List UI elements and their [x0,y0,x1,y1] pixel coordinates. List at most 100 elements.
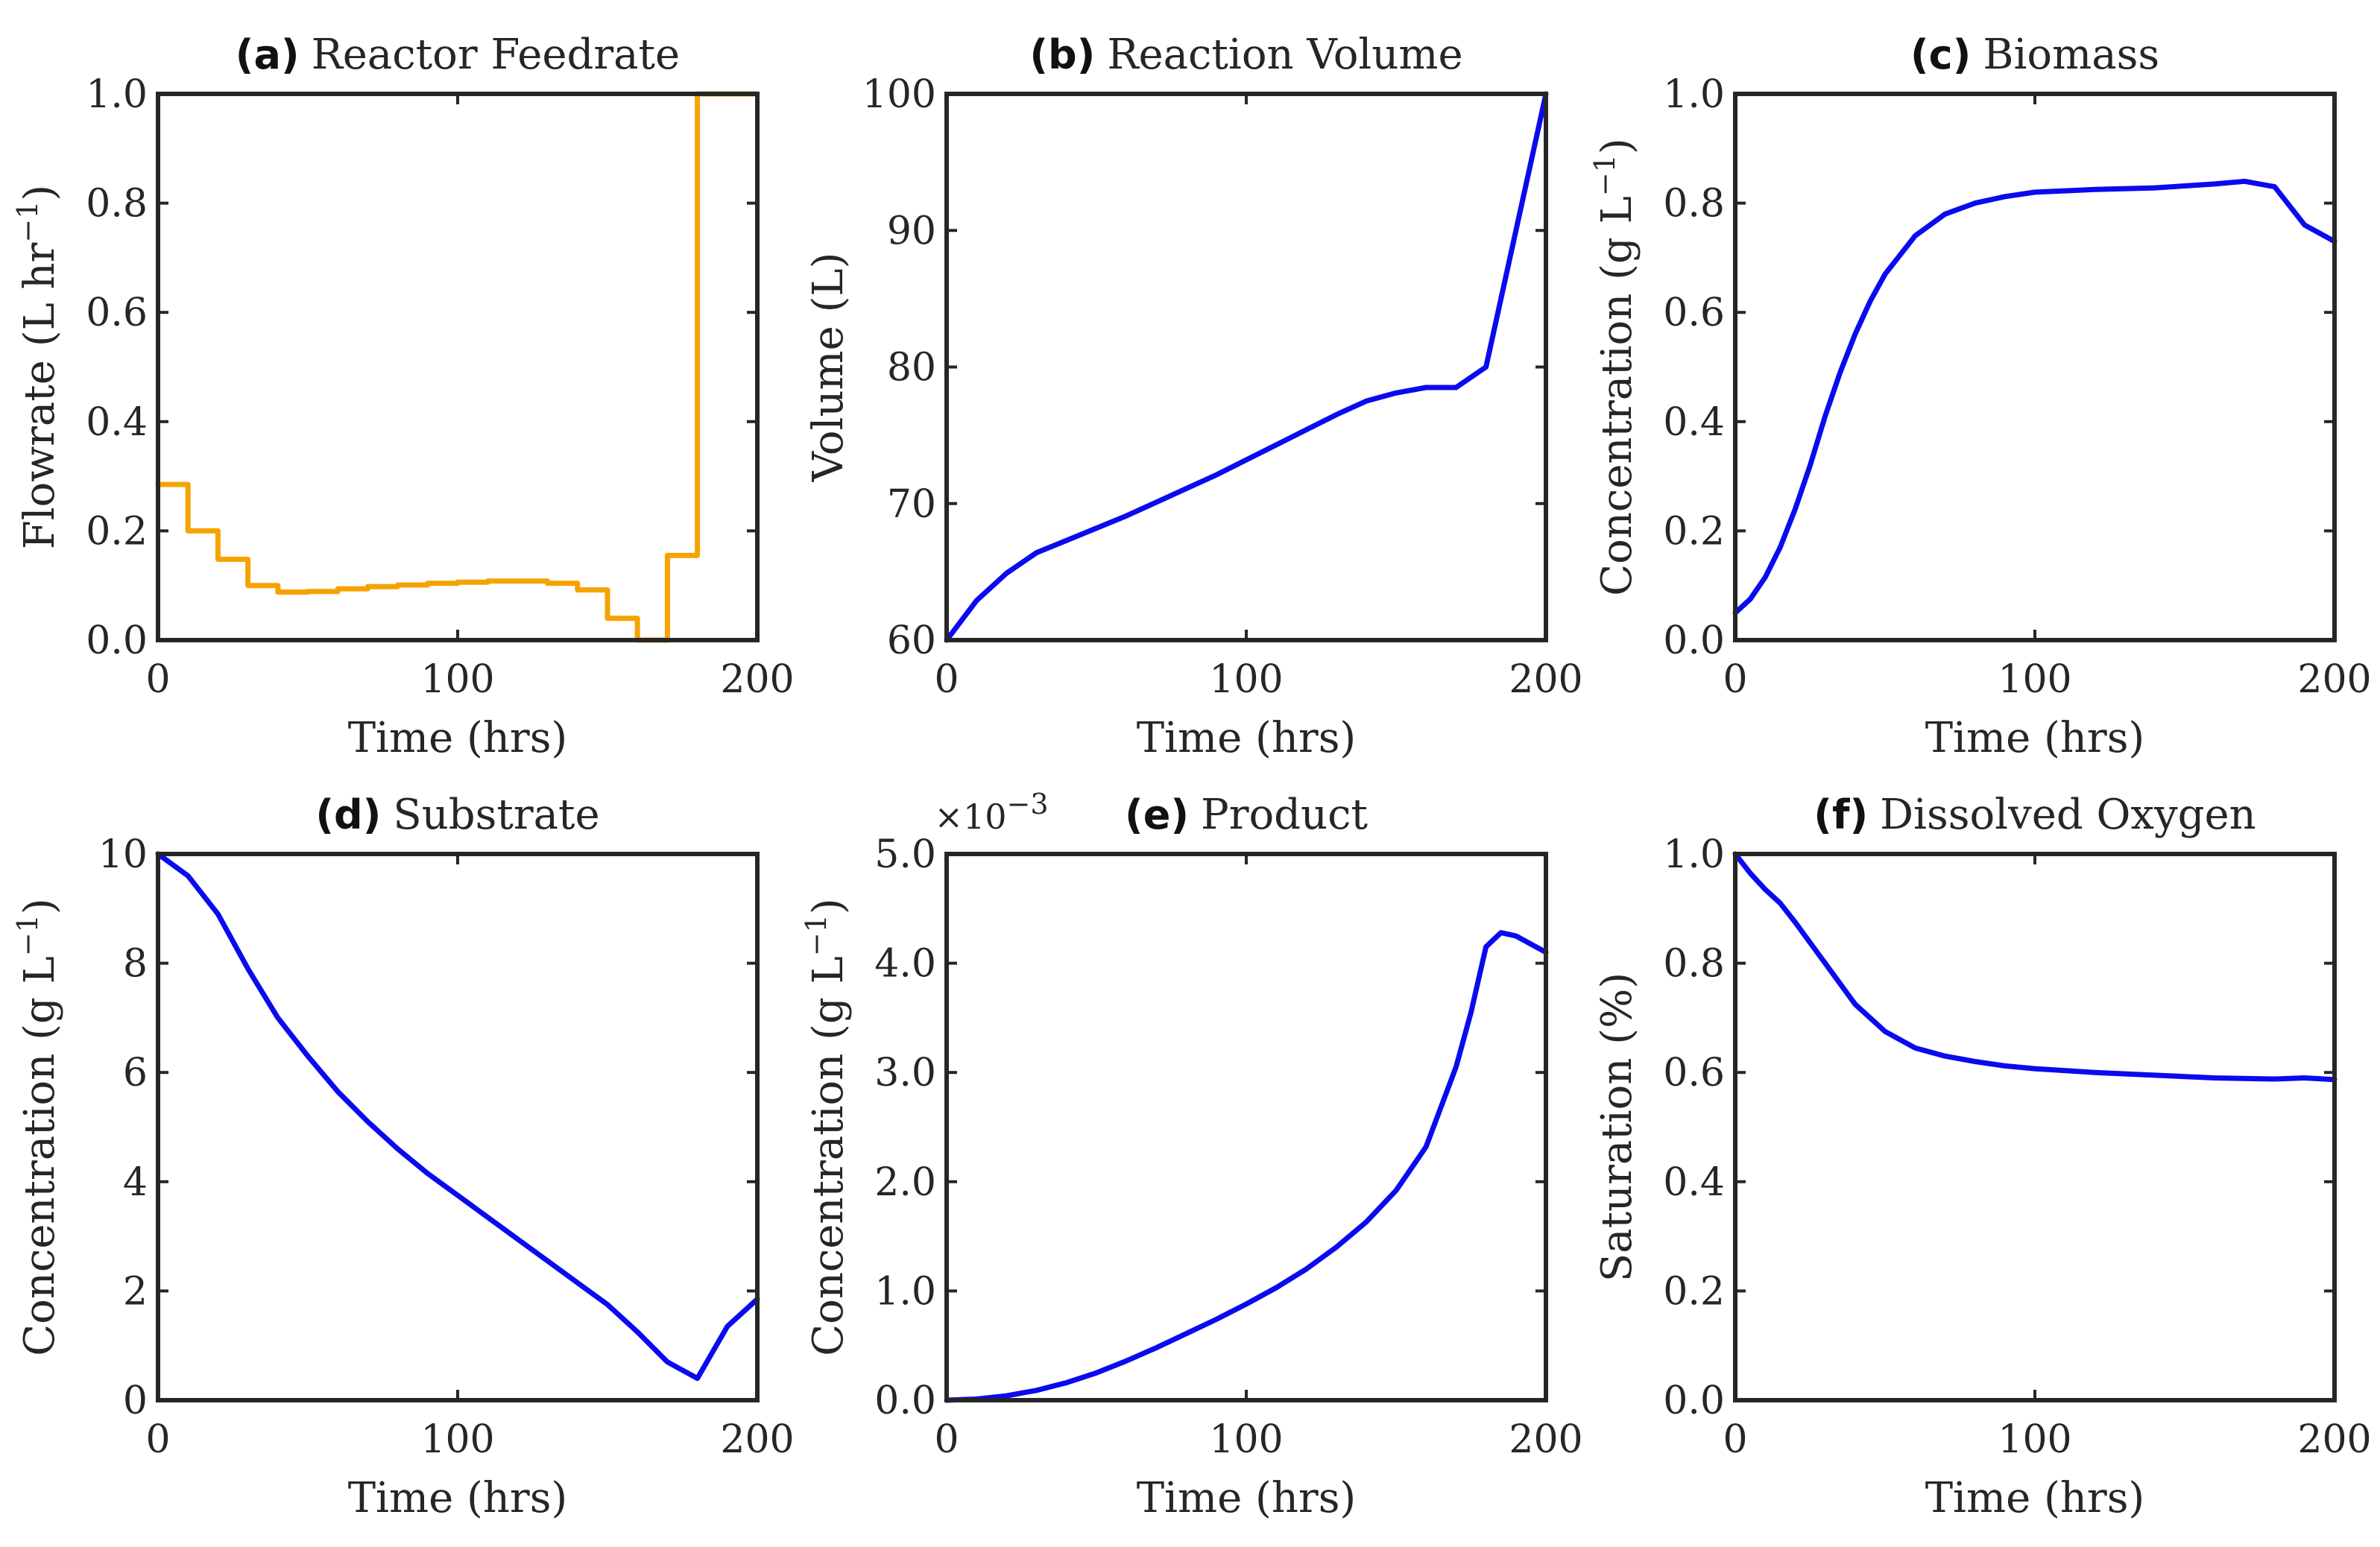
y-axis-label-text: Volume (L) [804,253,853,483]
chart-title-tag: (b) [1029,31,1095,78]
x-tick-label: 200 [2297,657,2371,702]
x-tick-label: 100 [1209,657,1283,702]
y-tick-label: 0.8 [86,182,148,227]
y-axis-label-text: Saturation (%) [1593,972,1641,1282]
x-axis-label: Time (hrs) [1925,1474,2145,1522]
x-axis-label: Time (hrs) [1925,714,2145,762]
y-tick-label: 3.0 [874,1051,936,1095]
chart-title: (e) Product [1125,791,1368,839]
x-tick-label: 0 [1723,657,1747,702]
y-tick-label: 0.8 [1663,942,1725,987]
y-tick-label: 0.2 [1663,509,1725,554]
y-tick-label: 0.4 [86,400,148,445]
x-tick-label: 200 [720,1417,794,1462]
chart-title-tag: (a) [236,31,300,78]
y-tick-label: 1.0 [874,1269,936,1314]
y-tick-label: 70 [887,482,936,527]
y-axis-label-superscript: −1 [11,201,44,243]
y-axis-label-close: ) [16,185,64,201]
y-axis-label: Concentration (g L−1) [800,898,853,1355]
y-tick-label: 8 [123,942,148,987]
panel-f: 0 100 200 0.0 0.2 0.4 0.6 0.8 1.0 Time (hrs) Satur… [1593,791,2372,1522]
y-axis-label-close: ) [804,898,853,914]
axis-exponent-base: ×10 [934,797,1006,837]
y-tick-label: 100 [862,72,936,117]
data-series-line [155,851,760,1382]
y-axis-label: Concentration (g L−1) [11,898,64,1355]
y-tick-label: 1.0 [1663,72,1725,117]
chart-title-text: Dissolved Oxygen [1880,791,2256,839]
x-tick-label: 100 [1209,1417,1283,1462]
y-tick-label: 0.6 [1663,291,1725,335]
x-axis-label: Time (hrs) [348,1474,568,1522]
y-tick-label: 0.6 [1663,1051,1725,1095]
y-tick-label: 1.0 [1663,832,1725,877]
x-tick-label: 100 [1998,657,2071,702]
chart-title-text: Reaction Volume [1107,31,1462,79]
y-tick-label: 0.4 [1663,400,1725,445]
chart-title-tag: (d) [315,791,381,838]
y-axis-label-text: Flowrate (L hr [16,242,64,549]
x-axis-label: Time (hrs) [1137,1474,1357,1522]
panel-a: 0 100 200 0.0 0.2 0.4 0.6 0.8 1.0 Time (hrs) Flowr… [11,31,795,762]
axis-exponent: ×10−3 [934,788,1048,837]
chart-title-text: Reactor Feedrate [312,31,681,79]
x-tick-label: 200 [2297,1417,2371,1462]
y-tick-label: 90 [887,209,936,253]
y-tick-label: 2.0 [874,1160,936,1205]
panel-c: 0 100 200 0.0 0.2 0.4 0.6 0.8 1.0 Time (hrs) Conce… [1588,31,2372,762]
plot-frame [944,852,1548,1402]
y-tick-label: 0.8 [1663,182,1725,227]
panel-b: 0 100 200 60 70 80 90 100 Time (hrs) Volume (L) (b… [804,31,1583,762]
chart-title-text: Biomass [1983,31,2159,79]
x-tick-label: 0 [145,657,170,702]
y-tick-label: 2 [123,1269,148,1314]
y-axis-label-text: Concentration (g L [804,956,853,1356]
chart-title: (d) Substrate [315,791,599,839]
y-tick-label: 4.0 [874,942,936,987]
y-axis-label: Saturation (%) [1593,972,1641,1282]
chart-title: (a) Reactor Feedrate [236,31,680,79]
data-series-line [155,91,760,643]
y-tick-label: 0.2 [1663,1269,1725,1314]
chart-title: (f) Dissolved Oxygen [1814,791,2256,839]
plot-frame [156,852,760,1402]
x-tick-label: 200 [1509,657,1582,702]
x-tick-label: 0 [934,657,959,702]
x-tick-label: 100 [420,657,494,702]
y-tick-label: 0.4 [1663,1160,1725,1205]
chart-title-text: Product [1201,791,1368,839]
chart-title-tag: (c) [1910,31,1971,78]
y-tick-label: 5.0 [874,832,936,877]
y-tick-label: 1.0 [86,72,148,117]
x-tick-label: 200 [720,657,794,702]
data-series-line [944,91,1549,643]
y-tick-label: 0.0 [1663,1379,1725,1423]
plot-frame [1733,852,2337,1402]
data-series-line [944,930,1549,1403]
data-series-line [1732,178,2338,616]
plot-frame [1733,92,2337,642]
y-tick-label: 6 [123,1051,148,1095]
x-tick-label: 200 [1509,1417,1582,1462]
y-axis-label: Flowrate (L hr−1) [11,185,64,550]
x-tick-label: 0 [1723,1417,1747,1462]
panel-e: 0 100 200 0.0 1.0 2.0 3.0 4.0 5.0 Time (hrs) Conce… [800,788,1583,1522]
x-tick-label: 100 [420,1417,494,1462]
y-axis-label-superscript: −1 [1588,154,1621,196]
y-tick-label: 80 [887,346,936,390]
axis-exponent-power: −3 [1007,788,1049,820]
y-axis-label-text: Concentration (g L [1593,196,1641,596]
data-series-line [1732,851,2338,1083]
y-tick-label: 0.2 [86,509,148,554]
x-axis-label: Time (hrs) [1137,714,1357,762]
y-tick-label: 0.0 [874,1379,936,1423]
panel-d: 0 100 200 0 2 4 6 8 10 Time (hrs) Concentration (g… [11,791,795,1522]
y-axis-label: Volume (L) [804,253,853,483]
y-axis-label-close: ) [16,898,64,914]
chart-title: (b) Reaction Volume [1029,31,1462,79]
chart-title-tag: (e) [1125,791,1189,838]
chart-title: (c) Biomass [1910,31,2159,79]
y-tick-label: 60 [887,619,936,663]
